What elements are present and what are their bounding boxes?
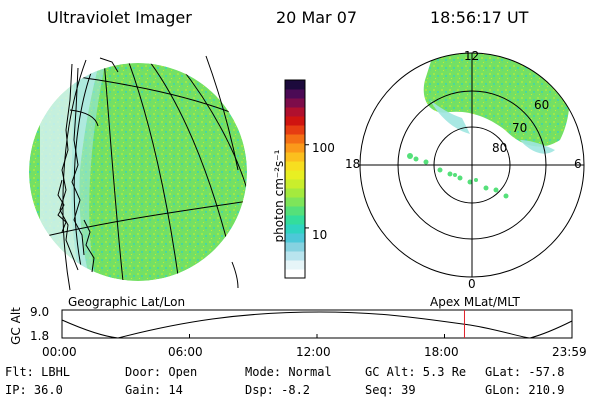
aurora-patches bbox=[407, 153, 509, 199]
status-ip: IP: 36.0 bbox=[5, 383, 63, 397]
geographic-caption: Geographic Lat/Lon bbox=[68, 295, 186, 309]
apex-caption: Apex MLat/MLT bbox=[430, 295, 520, 309]
altitude-plot bbox=[61, 309, 573, 339]
altitude-axis-title: GC Alt bbox=[9, 307, 23, 345]
time-tick-label: 00:00 bbox=[42, 345, 77, 359]
parallel-line bbox=[29, 199, 247, 241]
time-tick-label: 18:00 bbox=[424, 345, 459, 359]
status-gc-alt: GC Alt: 5.3 Re bbox=[365, 365, 467, 379]
mlt-label-0: 0 bbox=[468, 277, 476, 291]
status-door: Door: Open bbox=[125, 365, 198, 379]
colorbar-swatch bbox=[285, 170, 305, 180]
status-filter: Flt: LBHL bbox=[5, 365, 71, 379]
mlat-label-80: 80 bbox=[492, 141, 508, 155]
coastline bbox=[83, 219, 95, 273]
coastline bbox=[59, 63, 79, 271]
status-glat: GLat: -57.8 bbox=[485, 365, 565, 379]
meridian-line bbox=[103, 63, 125, 281]
colorbar-tick-label: 10 bbox=[312, 228, 328, 242]
colorbar-swatch bbox=[285, 269, 305, 279]
colorbar-swatch bbox=[285, 233, 305, 243]
colorbar-swatch bbox=[285, 197, 305, 207]
colorbar-swatch bbox=[285, 242, 305, 252]
meridian-line bbox=[127, 63, 181, 281]
colorbar-swatch bbox=[285, 260, 305, 270]
colorbar-swatch bbox=[285, 80, 305, 90]
time-tick-label: 12:00 bbox=[296, 345, 331, 359]
colorbar-swatch bbox=[285, 206, 305, 216]
mlt-label-12: 12 bbox=[464, 49, 480, 63]
image-time: 18:56:17 UT bbox=[430, 8, 529, 27]
colorbar-swatch bbox=[285, 134, 305, 144]
meridian-line bbox=[149, 63, 233, 261]
altitude-curve bbox=[61, 311, 573, 339]
meridian-line bbox=[73, 63, 97, 281]
image-date: 20 Mar 07 bbox=[276, 8, 358, 27]
coastline bbox=[99, 57, 119, 73]
parallel-line bbox=[69, 109, 99, 127]
instrument-title: Ultraviolet Imager bbox=[47, 8, 192, 27]
status-gain: Gain: 14 bbox=[125, 383, 183, 397]
colorbar-swatch bbox=[285, 143, 305, 153]
altitude-y-max: 9.0 bbox=[30, 305, 50, 319]
time-tick-label: 06:00 bbox=[168, 345, 203, 359]
mlt-label-18: 18 bbox=[345, 157, 361, 171]
altitude-y-min: 1.8 bbox=[30, 329, 50, 343]
status-seq: Seq: 39 bbox=[365, 383, 416, 397]
polar-plot bbox=[359, 52, 585, 278]
status-glon: GLon: 210.9 bbox=[485, 383, 565, 397]
meridian-line bbox=[179, 65, 247, 201]
altitude-frame bbox=[61, 309, 573, 339]
colorbar-unit-label: photon cm⁻²s⁻¹ bbox=[272, 149, 286, 243]
status-mode: Mode: Normal bbox=[245, 365, 332, 379]
coastline bbox=[71, 67, 85, 256]
colorbar-swatch bbox=[285, 251, 305, 261]
colorbar-swatch bbox=[285, 98, 305, 108]
mlt-label-6: 6 bbox=[574, 157, 582, 171]
mlat-label-70: 70 bbox=[512, 121, 528, 135]
colorbar-swatch bbox=[285, 224, 305, 234]
coastline bbox=[57, 179, 67, 233]
colorbar-swatch bbox=[285, 116, 305, 126]
status-dsp: Dsp: -8.2 bbox=[245, 383, 311, 397]
colorbar-swatch bbox=[285, 215, 305, 225]
colorbar bbox=[285, 80, 305, 279]
colorbar-swatch bbox=[285, 152, 305, 162]
colorbar-swatch bbox=[285, 125, 305, 135]
colorbar-swatch bbox=[285, 179, 305, 189]
mlat-label-60: 60 bbox=[534, 98, 550, 112]
colorbar-swatch bbox=[285, 161, 305, 171]
colorbar-tick-label: 100 bbox=[312, 141, 335, 155]
colorbar-swatch bbox=[285, 188, 305, 198]
colorbar-swatch bbox=[285, 89, 305, 99]
time-tick-label: 23:59 bbox=[552, 345, 587, 359]
colorbar-frame bbox=[284, 79, 306, 279]
geographic-disk bbox=[29, 63, 247, 281]
colorbar-swatch bbox=[285, 107, 305, 117]
